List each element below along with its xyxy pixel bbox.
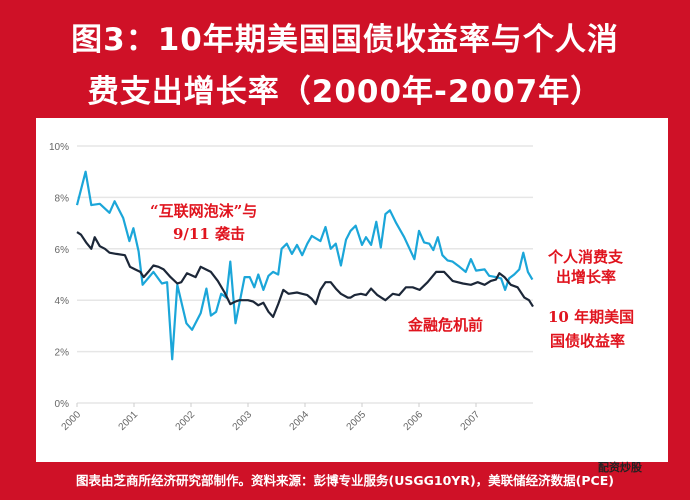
x-tick-label: 2002: [174, 409, 198, 433]
title-line-2: 费支出增长率（2000年-2007年）: [87, 74, 603, 110]
label-pce-2: 出增长率: [556, 268, 617, 286]
y-tick-label: 4%: [55, 296, 70, 307]
label-yield-2: 国债收益率: [550, 332, 626, 350]
x-tick-label: 2000: [60, 409, 84, 433]
x-tick-label: 2006: [402, 409, 426, 433]
chart-panel: 0% 2% 4% 6% 8% 10% 2000 2001 2002 2003 2004 2005 200…: [36, 118, 668, 462]
label-yield-1: 10 年期美国: [548, 308, 635, 326]
series-line-10y-yield: [76, 231, 534, 318]
watermark-logo: 配资炒股: [598, 461, 642, 474]
y-tick-label: 0%: [55, 399, 70, 410]
annotation-bubble-2: 9/11 袭击: [173, 225, 246, 243]
x-tick-label: 2007: [459, 409, 483, 433]
annotation-pre-crisis: 金融危机前: [408, 316, 484, 334]
title-line-1: 图3：10年期美国国债收益率与个人消: [71, 22, 619, 58]
x-tick-label: 2001: [117, 409, 141, 433]
y-tick-label: 6%: [55, 245, 70, 256]
x-tick-label: 2004: [288, 409, 312, 433]
y-tick-label: 2%: [55, 348, 70, 359]
footer-source: 图表由芝商所经济研究部制作。资料来源：彭博专业服务(USGG10YR)，美联储经…: [76, 473, 614, 488]
annotation-bubble-1: “互联网泡沫”与: [150, 202, 258, 220]
y-tick-label: 8%: [55, 193, 70, 204]
line-chart: 0% 2% 4% 6% 8% 10% 2000 2001 2002 2003 2004 2005 200…: [49, 142, 534, 433]
series-line-pce: [75, 170, 534, 361]
x-tick-label: 2003: [231, 409, 255, 433]
y-tick-label: 10%: [49, 142, 69, 153]
x-tick-label: 2005: [345, 409, 369, 433]
label-pce-1: 个人消费支: [548, 248, 624, 266]
